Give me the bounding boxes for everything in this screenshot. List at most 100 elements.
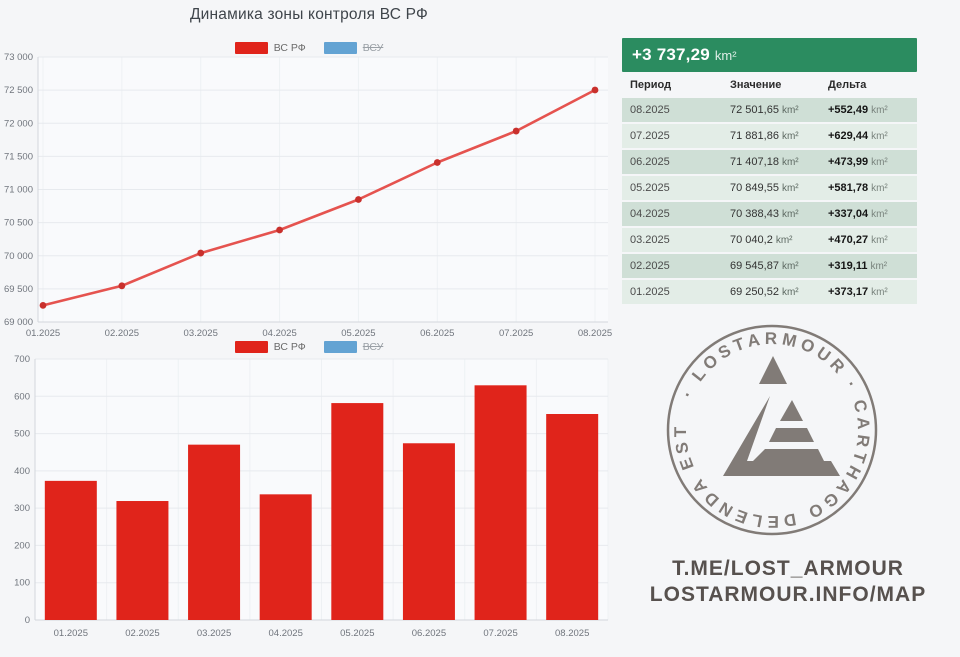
unit-label: km² xyxy=(781,131,799,142)
x-tick-label: 07.2025 xyxy=(499,328,533,339)
unit-label: km² xyxy=(781,183,799,194)
data-point-05-2025[interactable] xyxy=(355,196,362,203)
y-tick-label: 71 500 xyxy=(4,151,33,162)
y-tick-label: 69 500 xyxy=(4,284,33,295)
summary-panel: +3 737,29 km² Период Значение Дельта 08.… xyxy=(622,38,917,306)
total-delta-unit: km² xyxy=(714,47,737,63)
lostarmour-logo-icon xyxy=(723,356,840,476)
data-point-03-2025[interactable] xyxy=(197,249,205,257)
bar-04-2025[interactable] xyxy=(259,494,312,620)
y-tick-label: 700 xyxy=(14,354,30,365)
table-row-01-2025: 01.2025 69 250,52 km² +373,17 km² xyxy=(622,280,917,304)
page-title: Динамика зоны контроля ВС РФ xyxy=(189,6,428,23)
delta-cell: +337,04 km² xyxy=(828,208,888,220)
y-tick-label: 70 000 xyxy=(4,251,33,262)
period-cell: 06.2025 xyxy=(630,156,670,168)
footer-links: T.ME/LOST_ARMOUR LOSTARMOUR.INFO/MAP xyxy=(618,556,958,608)
legend-label-vsu: ВСУ xyxy=(362,341,384,353)
table-row-04-2025: 04.2025 70 388,43 km² +337,04 km² xyxy=(622,202,917,226)
bar-02-2025[interactable] xyxy=(116,501,169,620)
value-cell: 71 407,18 km² xyxy=(730,156,799,168)
bar-08-2025[interactable] xyxy=(546,414,599,620)
value-cell: 70 849,55 km² xyxy=(730,182,799,194)
x-tick-label: 04.2025 xyxy=(262,328,296,339)
period-cell: 03.2025 xyxy=(630,234,670,246)
total-delta-amount: +3 737,29 xyxy=(632,45,710,64)
map-link[interactable]: LOSTARMOUR.INFO/MAP xyxy=(649,583,927,606)
table-row-06-2025: 06.2025 71 407,18 km² +473,99 km² xyxy=(622,150,917,174)
bar-03-2025[interactable] xyxy=(188,444,241,620)
delta-cell: +581,78 km² xyxy=(828,182,888,194)
y-tick-label: 69 000 xyxy=(4,317,33,328)
x-tick-label: 06.2025 xyxy=(420,328,454,339)
y-tick-label: 0 xyxy=(25,615,30,626)
x-tick-label: 01.2025 xyxy=(54,628,88,639)
total-delta-banner: +3 737,29 km² xyxy=(622,38,917,72)
delta-cell: +473,99 km² xyxy=(828,156,888,168)
column-header-value: Значение xyxy=(730,79,782,91)
line-chart: 01.2025 02.2025 03.2025 04.2025 05.2025 06.20… xyxy=(4,52,612,339)
unit-label: km² xyxy=(781,261,799,272)
x-tick-label: 08.2025 xyxy=(555,628,589,639)
table-row-02-2025: 02.2025 69 545,87 km² +319,11 km² xyxy=(622,254,917,278)
bar-06-2025[interactable] xyxy=(402,443,455,620)
period-cell: 01.2025 xyxy=(630,286,670,298)
legend-item-vsu[interactable]: ВСУ xyxy=(323,341,384,353)
unit-label: km² xyxy=(871,235,888,246)
data-point-08-2025[interactable] xyxy=(591,86,599,94)
legend-swatch-vsu xyxy=(323,42,357,54)
value-cell: 69 545,87 km² xyxy=(730,260,799,272)
legend-item-vsu[interactable]: ВСУ xyxy=(323,42,383,54)
table-row-08-2025: 08.2025 72 501,65 km² +552,49 km² xyxy=(622,98,917,122)
period-cell: 08.2025 xyxy=(630,104,670,116)
unit-label: km² xyxy=(871,131,888,142)
series-line-vs-rf xyxy=(41,88,597,307)
telegram-link[interactable]: T.ME/LOST_ARMOUR xyxy=(672,557,904,580)
legend-swatch-vsu xyxy=(323,341,357,353)
data-point-02-2025[interactable] xyxy=(118,282,126,290)
x-tick-label: 05.2025 xyxy=(340,628,374,639)
data-point-01-2025[interactable] xyxy=(39,302,47,309)
y-tick-label: 300 xyxy=(14,503,30,514)
x-tick-label: 06.2025 xyxy=(412,628,446,639)
legend-item-vs-rf[interactable]: ВС РФ xyxy=(234,341,306,353)
data-point-06-2025[interactable] xyxy=(433,159,441,166)
unit-label: km² xyxy=(781,157,799,168)
unit-label: km² xyxy=(871,157,888,168)
table-row-03-2025: 03.2025 70 040,2 km² +470,27 km² xyxy=(622,228,917,252)
delta-cell: +319,11 km² xyxy=(828,260,888,272)
y-tick-label: 400 xyxy=(14,466,30,477)
unit-label: km² xyxy=(781,287,799,298)
delta-cell: +470,27 km² xyxy=(828,234,888,246)
x-tick-label: 05.2025 xyxy=(341,328,375,339)
delta-cell: +552,49 km² xyxy=(828,104,888,116)
data-point-04-2025[interactable] xyxy=(276,226,283,234)
line-chart-legend: ВС РФ ВСУ xyxy=(0,41,618,55)
x-tick-label: 02.2025 xyxy=(105,328,139,339)
table-row-07-2025: 07.2025 71 881,86 km² +629,44 km² xyxy=(622,124,917,148)
bar-chart-legend: ВС РФ ВСУ xyxy=(0,340,618,354)
data-point-07-2025[interactable] xyxy=(512,127,520,135)
legend-label-vs-rf: ВС РФ xyxy=(273,341,306,353)
value-cell: 72 501,65 km² xyxy=(730,104,799,116)
value-cell: 70 040,2 km² xyxy=(730,234,793,246)
legend-swatch-vs-rf xyxy=(234,341,268,353)
x-tick-label: 04.2025 xyxy=(269,628,303,639)
column-header-delta: Дельта xyxy=(828,79,867,91)
bar-07-2025[interactable] xyxy=(474,385,527,620)
watermark-circle-text: · LOSTARMOUR · CARTHAGO DELENDA EST xyxy=(660,318,884,542)
y-tick-label: 500 xyxy=(14,429,30,440)
period-cell: 04.2025 xyxy=(630,208,670,220)
bar-01-2025[interactable] xyxy=(44,480,97,620)
legend-item-vs-rf[interactable]: ВС РФ xyxy=(234,42,306,54)
y-tick-label: 71 000 xyxy=(4,185,33,196)
unit-label: km² xyxy=(781,105,799,116)
delta-cell: +373,17 km² xyxy=(828,286,888,298)
bar-05-2025[interactable] xyxy=(331,403,384,620)
x-tick-label: 03.2025 xyxy=(197,628,231,639)
x-tick-label: 08.2025 xyxy=(578,328,612,339)
legend-swatch-vs-rf xyxy=(234,42,268,54)
unit-label: km² xyxy=(870,261,888,272)
y-tick-label: 72 500 xyxy=(4,85,33,96)
